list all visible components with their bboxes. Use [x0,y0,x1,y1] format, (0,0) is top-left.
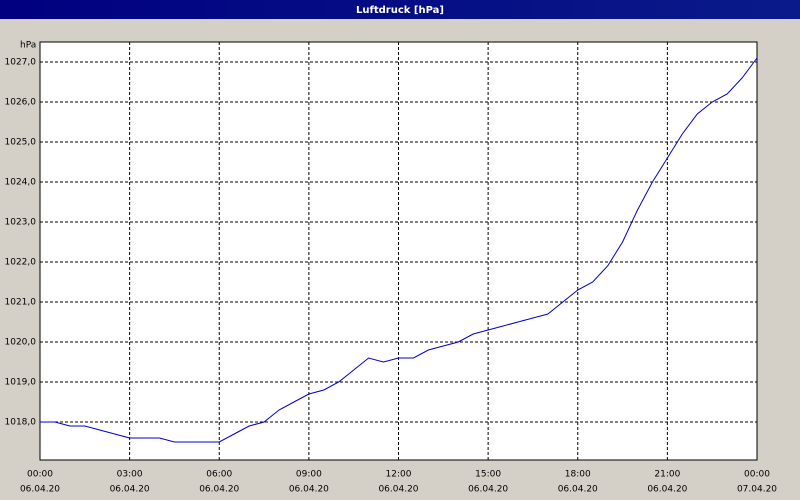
x-tick-label: 03:00 [117,470,143,480]
y-tick-label: 1026,0 [5,98,37,108]
x-tick-date: 06.04.20 [289,485,329,495]
x-tick-date: 06.04.20 [647,485,687,495]
y-tick-label: 1019,0 [5,378,37,388]
x-tick-label: 15:00 [475,470,501,480]
y-tick-label: 1023,0 [5,218,37,228]
y-tick-label: 1021,0 [5,298,37,308]
x-tick-label: 12:00 [386,470,412,480]
x-tick-label: 06:00 [206,470,232,480]
chart-title: Luftdruck [hPa] [356,5,444,16]
x-tick-date: 06.04.20 [199,485,239,495]
x-tick-label: 09:00 [296,470,322,480]
x-tick-date: 06.04.20 [20,485,60,495]
x-tick-date: 06.04.20 [558,485,598,495]
title-bar [0,0,800,19]
plot-area [39,41,758,461]
x-tick-date: 06.04.20 [110,485,150,495]
y-tick-label: 1020,0 [5,338,37,348]
y-tick-label: 1018,0 [5,418,37,428]
x-tick-date: 06.04.20 [468,485,508,495]
y-axis-label: hPa [20,41,36,51]
x-tick-label: 21:00 [654,470,680,480]
x-tick-label: 18:00 [565,470,591,480]
y-tick-label: 1027,0 [5,58,37,68]
y-tick-label: 1024,0 [5,178,37,188]
x-tick-label: 00:00 [27,470,53,480]
data-line [40,57,758,443]
x-tick-date: 06.04.20 [378,485,418,495]
y-tick-label: 1022,0 [5,258,37,268]
x-tick-date: 07.04.20 [737,485,777,495]
y-tick-label: 1025,0 [5,138,37,148]
x-tick-label: 00:00 [744,470,770,480]
